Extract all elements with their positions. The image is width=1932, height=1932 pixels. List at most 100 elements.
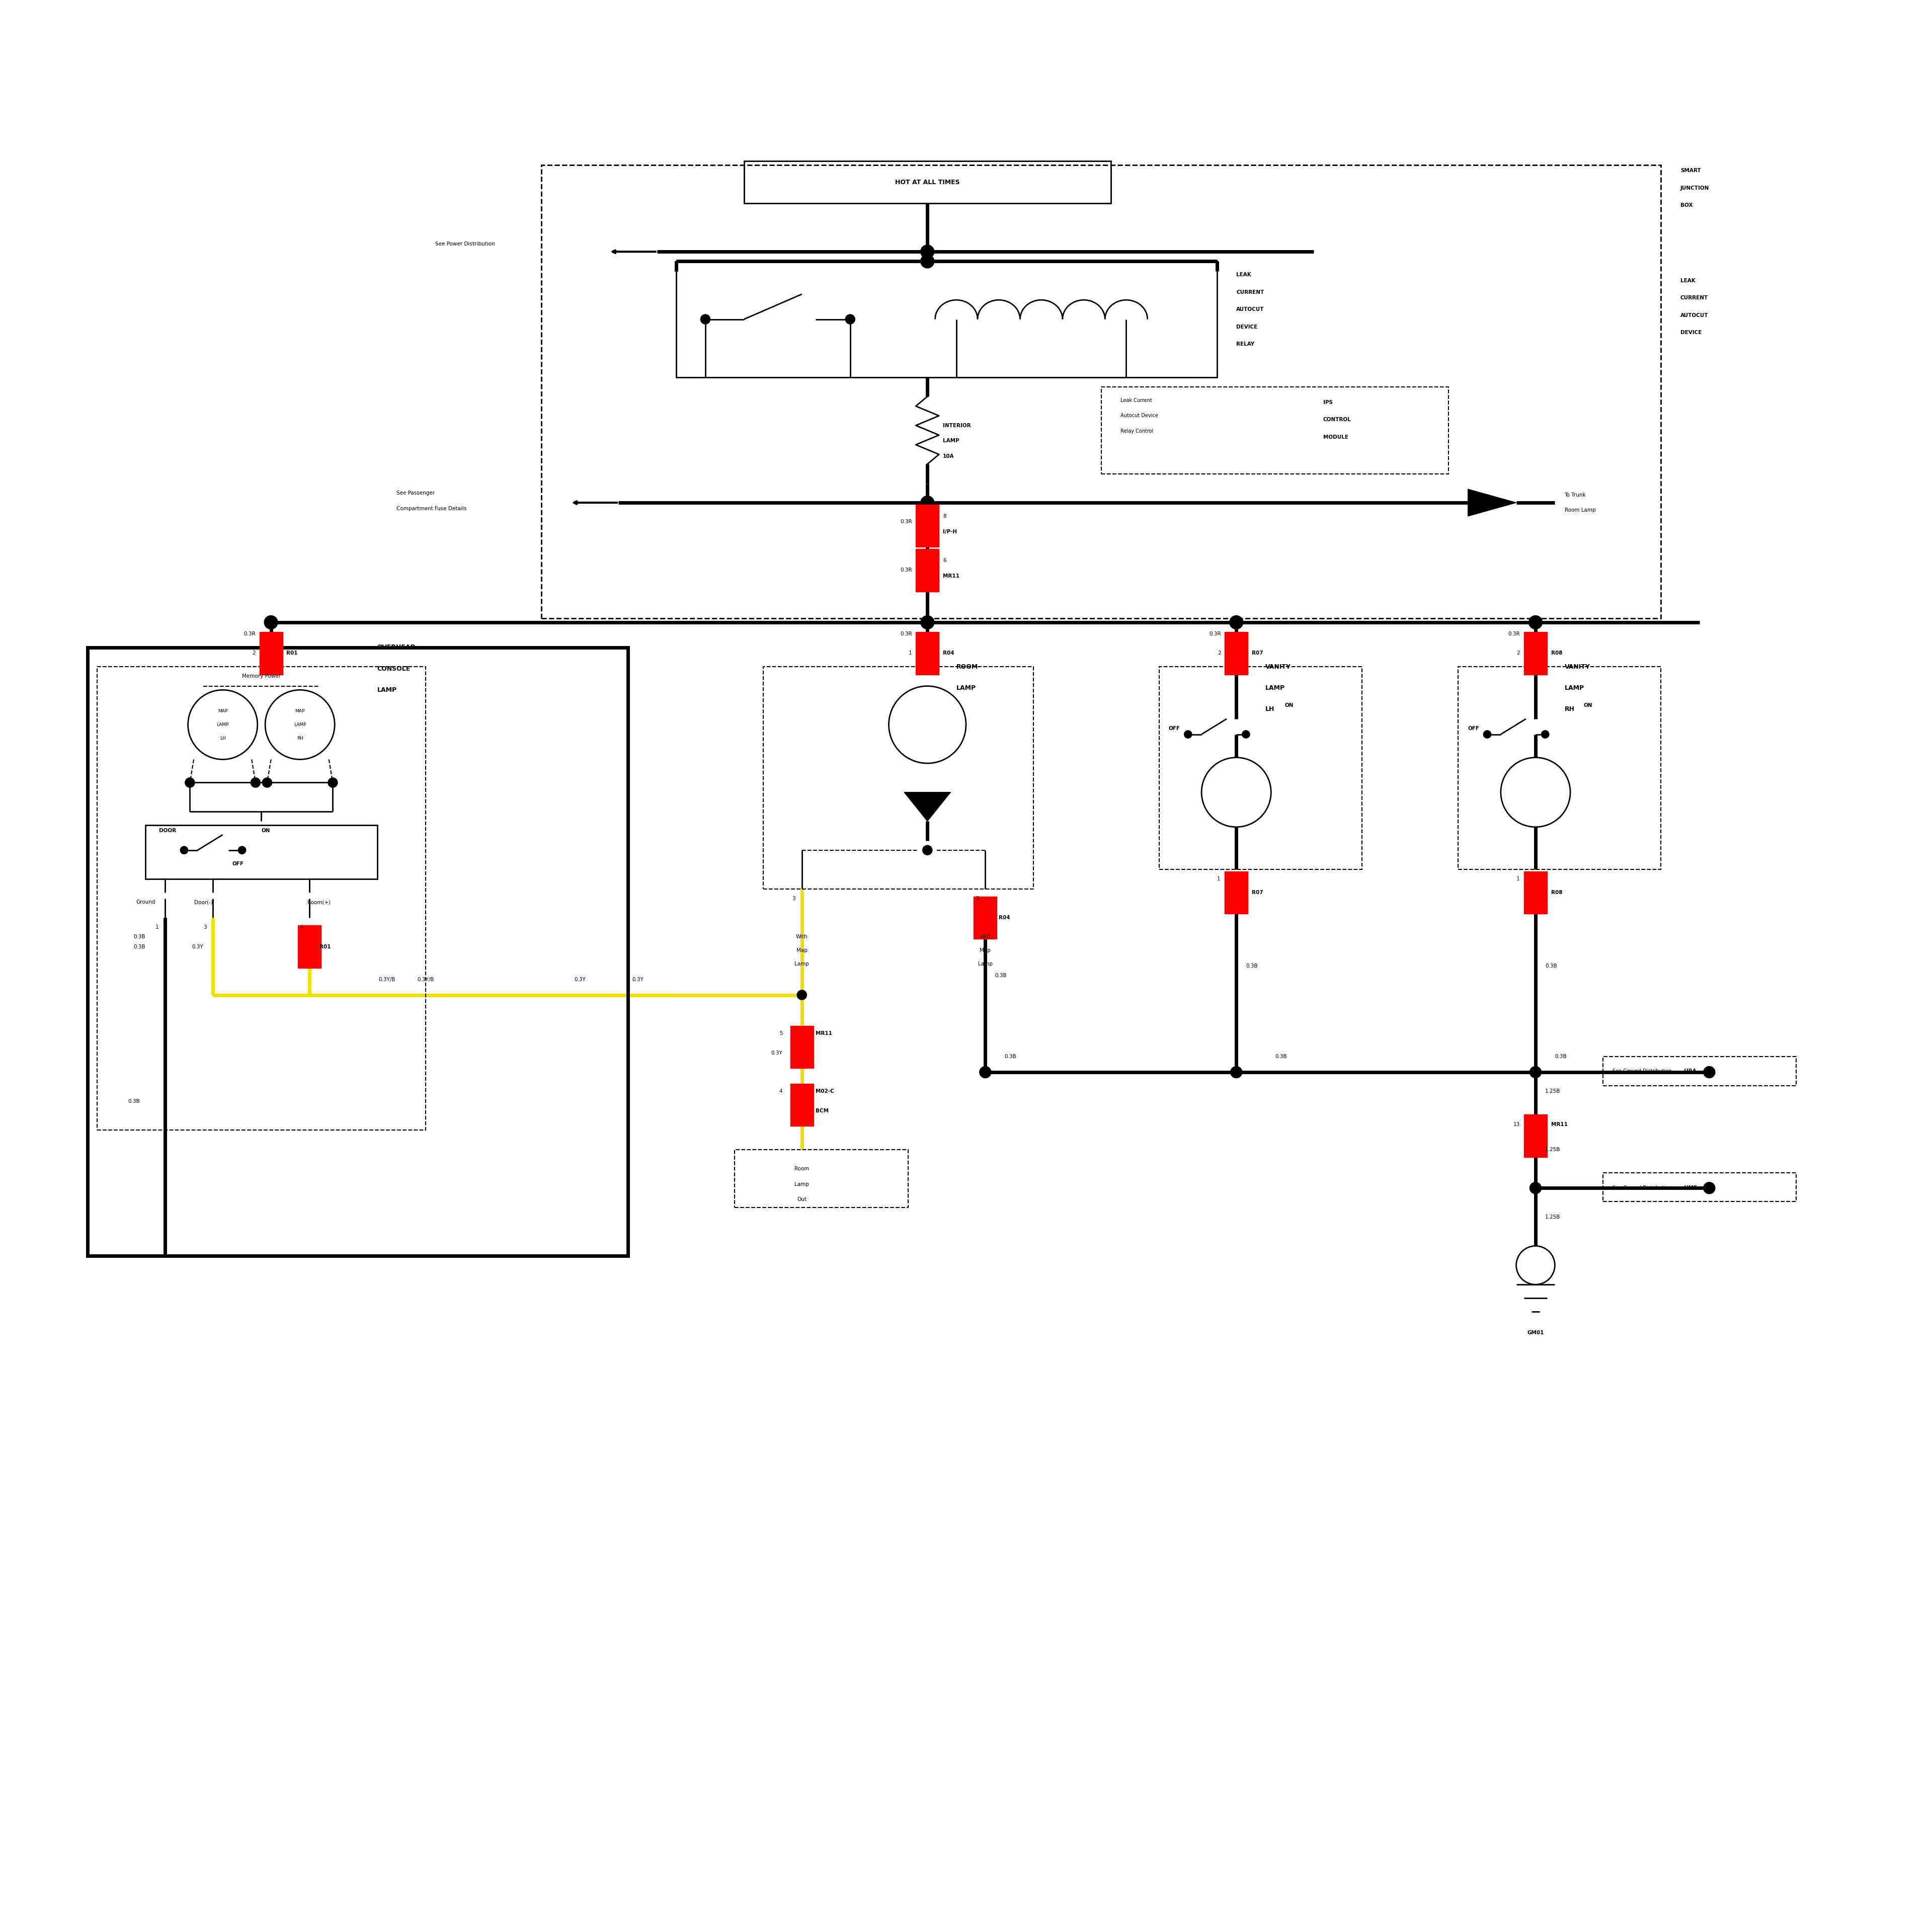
Circle shape xyxy=(265,616,278,630)
Text: MAP: MAP xyxy=(296,709,305,713)
Circle shape xyxy=(1530,1182,1542,1194)
Text: M02-C: M02-C xyxy=(815,1090,835,1094)
Circle shape xyxy=(922,616,935,630)
Text: Out: Out xyxy=(798,1198,808,1202)
Bar xyxy=(790,1084,813,1126)
Text: 0.3B: 0.3B xyxy=(1275,1055,1287,1059)
Text: Relay Control: Relay Control xyxy=(1121,429,1153,435)
Text: OFF: OFF xyxy=(1169,726,1180,730)
Text: 1: 1 xyxy=(1217,877,1221,881)
Text: DEVICE: DEVICE xyxy=(1236,325,1258,330)
Circle shape xyxy=(1231,1066,1242,1078)
Text: 2: 2 xyxy=(1517,651,1520,655)
Text: Lamp: Lamp xyxy=(794,962,810,966)
Text: 4: 4 xyxy=(299,925,303,929)
Bar xyxy=(1159,667,1362,869)
Circle shape xyxy=(238,846,245,854)
Bar xyxy=(259,632,282,674)
Text: R08: R08 xyxy=(1551,891,1563,895)
Text: LH: LH xyxy=(220,736,226,740)
Bar xyxy=(1604,1057,1797,1086)
Circle shape xyxy=(1184,730,1192,738)
Polygon shape xyxy=(1468,489,1517,516)
Text: With: With xyxy=(796,935,808,939)
Bar xyxy=(763,667,1034,889)
Text: LAMP: LAMP xyxy=(1565,684,1584,692)
Text: See Passenger: See Passenger xyxy=(396,491,435,495)
Text: Ground: Ground xyxy=(135,900,155,904)
Text: 3: 3 xyxy=(792,896,796,900)
Text: W/O: W/O xyxy=(980,935,991,939)
Circle shape xyxy=(1528,616,1542,630)
Text: MODULE: MODULE xyxy=(1323,435,1349,440)
Text: 0.3B: 0.3B xyxy=(1546,964,1557,968)
Text: LEAK: LEAK xyxy=(1236,272,1252,278)
Circle shape xyxy=(187,690,257,759)
Text: Room(+): Room(+) xyxy=(307,900,330,904)
Text: R07: R07 xyxy=(1252,651,1264,655)
Text: URA: URA xyxy=(1681,1068,1696,1074)
Circle shape xyxy=(1501,757,1571,827)
Bar xyxy=(1225,871,1248,914)
Text: Map: Map xyxy=(796,949,808,952)
Text: See Ground Distribution: See Ground Distribution xyxy=(1613,1186,1671,1190)
Text: 1: 1 xyxy=(908,651,912,655)
Circle shape xyxy=(1530,1066,1542,1078)
Text: 0.3Y/B: 0.3Y/B xyxy=(379,978,396,981)
Text: MR11: MR11 xyxy=(815,1032,833,1036)
Text: R01: R01 xyxy=(286,651,298,655)
Text: DOOR: DOOR xyxy=(158,829,176,833)
Text: 0.3B: 0.3B xyxy=(128,1099,139,1103)
Text: OFF: OFF xyxy=(1468,726,1480,730)
Text: Lamp: Lamp xyxy=(978,962,993,966)
Text: 0.3R: 0.3R xyxy=(900,568,912,572)
Text: 1.25B: 1.25B xyxy=(1546,1148,1561,1151)
Text: CONTROL: CONTROL xyxy=(1323,417,1350,423)
Text: 2: 2 xyxy=(976,896,980,900)
Text: 0.3B: 0.3B xyxy=(995,974,1007,978)
Text: 4: 4 xyxy=(779,1090,782,1094)
Bar xyxy=(87,647,628,1256)
Text: ON: ON xyxy=(1285,703,1293,707)
Text: OVERHEAD: OVERHEAD xyxy=(377,643,415,651)
Circle shape xyxy=(980,1066,991,1078)
Text: ROOM: ROOM xyxy=(956,663,978,670)
Text: RELAY: RELAY xyxy=(1236,342,1254,348)
Bar xyxy=(744,160,1111,203)
Circle shape xyxy=(1704,1182,1716,1194)
Bar xyxy=(97,667,425,1130)
Text: 5: 5 xyxy=(779,1032,782,1036)
Bar xyxy=(1101,386,1449,473)
Text: 0.3R: 0.3R xyxy=(1209,632,1221,636)
Text: SMART: SMART xyxy=(1681,168,1700,174)
Text: 0.3R: 0.3R xyxy=(1509,632,1520,636)
Text: R04: R04 xyxy=(999,916,1010,920)
Text: 3: 3 xyxy=(203,925,207,929)
Bar xyxy=(734,1150,908,1208)
Text: AUTOCUT: AUTOCUT xyxy=(1236,307,1264,313)
Text: LAMP: LAMP xyxy=(216,723,228,726)
Text: 0.3Y/B: 0.3Y/B xyxy=(417,978,435,981)
Text: ON: ON xyxy=(261,829,270,833)
Text: R07: R07 xyxy=(1252,891,1264,895)
Text: To Trunk: To Trunk xyxy=(1565,493,1586,497)
Text: 0.3B: 0.3B xyxy=(133,945,145,949)
Text: 0.3Y: 0.3Y xyxy=(191,945,203,949)
Bar xyxy=(974,896,997,939)
Text: 0.3B: 0.3B xyxy=(1555,1055,1567,1059)
Text: 0.3Y: 0.3Y xyxy=(632,978,643,981)
Bar xyxy=(1524,871,1548,914)
Text: See Power Distribution: See Power Distribution xyxy=(435,242,495,247)
Text: OFF: OFF xyxy=(232,862,243,866)
Text: Lamp: Lamp xyxy=(794,1182,810,1186)
Bar xyxy=(1604,1173,1797,1202)
Bar xyxy=(298,925,321,968)
Text: Door(-): Door(-) xyxy=(193,900,213,904)
Text: Room: Room xyxy=(794,1167,810,1171)
Text: LEAK: LEAK xyxy=(1681,278,1694,284)
Bar xyxy=(1459,667,1662,869)
Circle shape xyxy=(1484,730,1492,738)
Text: MAP: MAP xyxy=(218,709,228,713)
Bar xyxy=(1524,1115,1548,1157)
Circle shape xyxy=(1704,1066,1716,1078)
